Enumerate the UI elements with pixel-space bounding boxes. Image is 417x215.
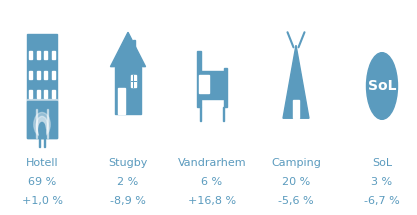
Text: -8,9 %: -8,9 % xyxy=(110,196,146,206)
Bar xyxy=(27,101,57,138)
Bar xyxy=(39,138,40,147)
Bar xyxy=(198,71,226,99)
Bar xyxy=(27,34,57,138)
Text: -6,7 %: -6,7 % xyxy=(364,196,400,206)
Bar xyxy=(37,90,40,98)
Bar xyxy=(37,71,40,79)
Bar xyxy=(118,88,125,114)
Text: 20 %: 20 % xyxy=(282,177,310,187)
Bar xyxy=(36,109,37,138)
Text: -5,6 %: -5,6 % xyxy=(278,196,314,206)
Text: 2 %: 2 % xyxy=(117,177,138,187)
Text: Vandrarhem: Vandrarhem xyxy=(178,158,246,168)
Text: SoL: SoL xyxy=(372,158,392,168)
Ellipse shape xyxy=(36,116,48,136)
Text: 69 %: 69 % xyxy=(28,177,56,187)
Bar xyxy=(200,107,201,121)
Bar xyxy=(29,71,33,79)
Polygon shape xyxy=(283,45,309,118)
Bar xyxy=(44,90,48,98)
Bar xyxy=(44,138,45,147)
Bar xyxy=(47,109,48,138)
Bar xyxy=(224,68,227,107)
Text: Hotell: Hotell xyxy=(26,158,58,168)
Ellipse shape xyxy=(39,122,45,137)
Bar xyxy=(197,51,201,107)
Bar xyxy=(44,71,48,79)
Bar xyxy=(133,40,135,54)
Bar xyxy=(29,51,33,59)
Text: SoL: SoL xyxy=(368,79,396,93)
Text: 6 %: 6 % xyxy=(201,177,223,187)
Bar xyxy=(29,90,33,98)
Bar xyxy=(37,51,40,59)
Text: Stugby: Stugby xyxy=(108,158,148,168)
Ellipse shape xyxy=(34,112,50,137)
Text: +1,0 %: +1,0 % xyxy=(22,196,63,206)
Bar xyxy=(115,67,141,114)
Text: +16,8 %: +16,8 % xyxy=(188,196,236,206)
Text: 3 %: 3 % xyxy=(372,177,392,187)
Bar xyxy=(44,51,48,59)
Bar xyxy=(199,75,209,93)
Text: Camping: Camping xyxy=(271,158,321,168)
Bar xyxy=(293,100,299,118)
Bar xyxy=(52,71,55,79)
Polygon shape xyxy=(111,32,146,67)
Bar xyxy=(52,51,55,59)
Bar xyxy=(131,75,136,87)
Bar xyxy=(39,129,45,138)
Circle shape xyxy=(367,53,397,119)
Bar xyxy=(52,90,55,98)
Bar xyxy=(27,99,57,101)
Bar xyxy=(223,107,224,121)
